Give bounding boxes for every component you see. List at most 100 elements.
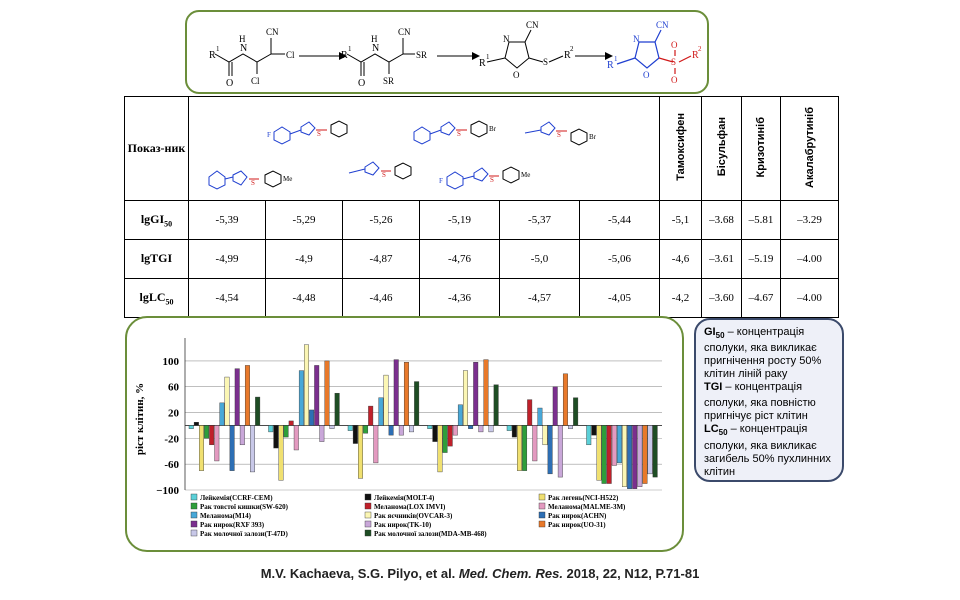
- bar: [468, 425, 474, 429]
- table-cell: –4.67: [741, 278, 781, 318]
- bar: [627, 425, 633, 489]
- r-label: R: [607, 60, 614, 71]
- legend-swatch: [364, 520, 372, 528]
- r-label: R: [341, 50, 348, 61]
- bar: [463, 370, 468, 426]
- y-axis-label: ріст клітин, %: [134, 383, 146, 455]
- legend-entry: Лейкемія(MOLT-4): [374, 494, 435, 502]
- table-cell: –4.00: [780, 239, 839, 279]
- bar: [616, 425, 622, 464]
- row-label-subscript: 50: [164, 219, 173, 229]
- legend-swatch: [190, 529, 198, 537]
- o-label: O: [513, 70, 520, 80]
- cell-growth-chart: 100 60 20 -20 -60 −100 ріст клітин, % Лейкемія(…: [125, 316, 684, 552]
- bar: [452, 425, 458, 436]
- cn-label: CN: [266, 27, 279, 37]
- me-label: Me: [521, 171, 530, 179]
- bar: [309, 409, 315, 426]
- n-label: N: [240, 43, 247, 54]
- s-label: S: [671, 57, 676, 67]
- table-cell: -4,76: [419, 239, 500, 279]
- legend-entry: Рак молочної залози(MDA-MB-468): [374, 530, 487, 538]
- sr-label: SR: [383, 76, 394, 86]
- r1-label: 1: [486, 53, 490, 61]
- row-label-text: lgGI: [140, 211, 165, 226]
- bar: [568, 425, 573, 429]
- f-label: F: [267, 131, 271, 139]
- bar: [358, 425, 363, 479]
- table-row: lgTGI -4,99 -4,9 -4,87 -4,76 -5,0 -5,06 -4,6 –3.…: [124, 239, 839, 279]
- legend-swatch: [190, 520, 198, 528]
- r1-label: 1: [216, 45, 220, 53]
- sr-label: SR: [416, 50, 427, 60]
- legend-entry: Рак молочної залози(T-47D): [200, 530, 288, 538]
- bar: [601, 425, 607, 484]
- bar: [199, 425, 204, 471]
- structures-cell: S Me F S S S Br F S Me S Br: [188, 96, 660, 201]
- legend-swatch: [364, 529, 372, 537]
- n-label: N: [503, 34, 510, 44]
- table-cell: -4,46: [342, 278, 420, 318]
- bar: [278, 425, 284, 481]
- arrow-head-icon: [339, 52, 347, 60]
- row-label: lgLC50: [124, 278, 189, 318]
- bar: [273, 425, 279, 449]
- bar: [219, 402, 225, 426]
- h-label: H: [239, 34, 246, 44]
- definition-text: – концентрація сполуки, яка викликає заг…: [704, 423, 831, 478]
- bar: [352, 425, 358, 444]
- bar: [329, 425, 335, 429]
- bar: [511, 425, 517, 438]
- legend-swatch: [538, 493, 546, 501]
- drug-header-acalabrutinib: Акалабрутиніб: [780, 96, 839, 201]
- bar: [606, 425, 612, 484]
- reaction-scheme: R 1 O H N CN Cl Cl R 1 O H N CN SR SR R …: [185, 10, 709, 94]
- table-cell: –3.29: [780, 200, 839, 240]
- bar: [527, 399, 533, 426]
- bar: [229, 425, 235, 471]
- n-label: N: [372, 43, 379, 54]
- bar: [314, 365, 320, 426]
- bar: [209, 425, 215, 446]
- bar: [224, 376, 230, 426]
- definition-subscript: 50: [718, 428, 728, 438]
- table-cell: -4,2: [659, 278, 702, 318]
- table-cell: -4,05: [579, 278, 660, 318]
- table-cell: -5,0: [499, 239, 580, 279]
- r-label: R: [692, 50, 699, 61]
- o-label: O: [671, 40, 678, 50]
- cn-label: CN: [526, 20, 539, 30]
- table-cell: -4,99: [188, 239, 266, 279]
- legend-swatch: [364, 511, 372, 519]
- bar: [347, 425, 353, 431]
- legend-entry: Меланома(MALME-3M): [548, 503, 626, 511]
- y-tick-label: -60: [164, 459, 179, 471]
- table-cell: –3.68: [701, 200, 742, 240]
- s-label: S: [490, 176, 494, 184]
- y-tick-label: 100: [163, 356, 180, 368]
- bar: [250, 425, 255, 473]
- reaction-scheme-drawing: R 1 O H N CN Cl Cl R 1 O H N CN SR SR R …: [209, 20, 702, 89]
- legend-swatch: [190, 502, 198, 510]
- table-cell: –3.60: [701, 278, 742, 318]
- table-cell: -4,36: [419, 278, 500, 318]
- y-tick-label: -20: [164, 433, 179, 445]
- bar: [478, 425, 484, 433]
- o-label: O: [226, 78, 233, 89]
- citation-details: 2018, 22, N12, P.71-81: [562, 566, 700, 581]
- table-cell: -4,54: [188, 278, 266, 318]
- f-label: F: [439, 177, 443, 185]
- r1-label: 1: [614, 55, 618, 63]
- bar: [214, 425, 220, 462]
- indicator-header: Показ-ник: [124, 96, 189, 201]
- definition: GI50 – концентрація сполуки, яка виклика…: [704, 326, 834, 381]
- table-cell: -4,57: [499, 278, 580, 318]
- bar: [632, 425, 638, 489]
- bar: [506, 425, 512, 431]
- r2-label: 2: [698, 45, 702, 53]
- legend-entry: Меланома(LOX IMVI): [374, 503, 446, 511]
- table-cell: -5,29: [265, 200, 343, 240]
- cn-label: CN: [398, 27, 411, 37]
- bar: [244, 365, 250, 426]
- bar: [447, 425, 453, 447]
